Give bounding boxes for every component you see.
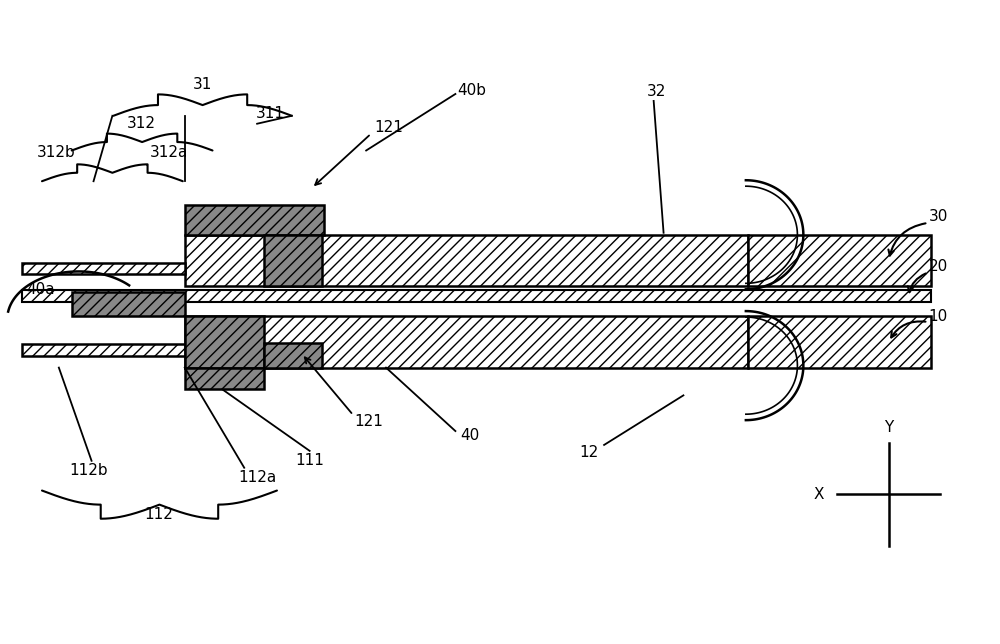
Bar <box>22 344 185 355</box>
Text: 112a: 112a <box>238 470 276 485</box>
Bar <box>185 235 748 287</box>
Text: 32: 32 <box>647 84 666 99</box>
Text: 30: 30 <box>928 209 948 224</box>
Text: 311: 311 <box>256 106 285 121</box>
Text: 10: 10 <box>929 308 948 323</box>
Bar <box>22 263 185 274</box>
Bar <box>185 316 748 368</box>
Text: 40: 40 <box>461 428 480 442</box>
Bar <box>185 368 264 390</box>
Text: 312b: 312b <box>36 145 75 160</box>
Text: 112: 112 <box>145 507 173 522</box>
Text: 111: 111 <box>295 453 324 468</box>
Text: X: X <box>814 487 824 502</box>
Text: 121: 121 <box>355 413 384 429</box>
Text: 31: 31 <box>193 77 212 91</box>
Bar <box>22 290 931 302</box>
Text: 40a: 40a <box>26 282 55 297</box>
Text: 312a: 312a <box>150 145 188 160</box>
Text: Y: Y <box>884 420 893 435</box>
Text: 112b: 112b <box>69 463 108 478</box>
Text: 312: 312 <box>127 116 156 131</box>
Text: 40b: 40b <box>458 82 487 97</box>
Bar <box>72 292 185 316</box>
Text: 20: 20 <box>929 259 948 274</box>
Bar <box>264 343 322 368</box>
Bar <box>748 316 931 368</box>
Bar <box>748 235 931 287</box>
Bar <box>185 205 324 235</box>
Text: 12: 12 <box>580 446 599 460</box>
Bar <box>185 316 264 368</box>
Text: 121: 121 <box>375 120 403 135</box>
Bar <box>264 235 322 287</box>
